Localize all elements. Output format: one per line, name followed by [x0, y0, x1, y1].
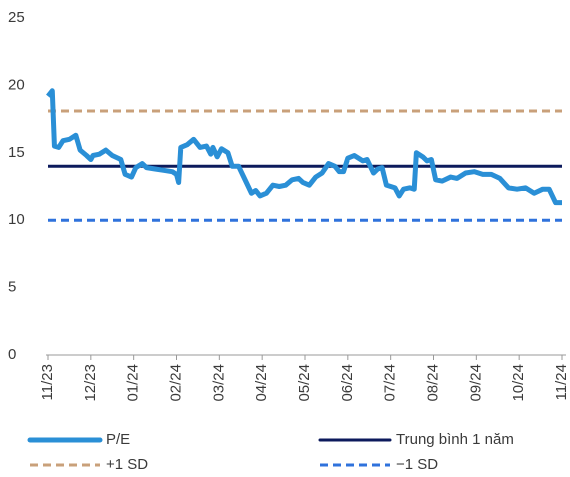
y-tick-label: 10 — [8, 211, 25, 228]
x-tick-label: 01/24 — [125, 364, 142, 402]
y-tick-label: 15 — [8, 144, 25, 161]
y-tick-label: 25 — [8, 9, 25, 26]
x-tick-label: 11/23 — [39, 364, 56, 400]
x-tick-label: 06/24 — [339, 364, 356, 402]
x-tick-label: 04/24 — [253, 364, 270, 402]
x-tick-label: 07/24 — [382, 364, 399, 402]
x-tick-label: 08/24 — [424, 364, 441, 402]
x-tick-label: 05/24 — [296, 364, 313, 402]
y-tick-label: 5 — [8, 279, 16, 296]
legend-label: Trung bình 1 năm — [396, 431, 514, 448]
legend-label: +1 SD — [106, 456, 148, 473]
y-tick-label: 20 — [8, 76, 25, 93]
x-tick-label: 03/24 — [210, 364, 227, 402]
x-tick-label: 12/23 — [82, 364, 99, 402]
series-line — [46, 88, 562, 206]
x-tick-label: 02/24 — [167, 364, 184, 402]
x-tick-label: 11/24 — [553, 364, 570, 400]
legend-label: P/E — [106, 431, 130, 448]
x-tick-label: 10/24 — [510, 364, 527, 402]
legend-label: −1 SD — [396, 456, 438, 473]
x-tick-label: 09/24 — [467, 364, 484, 402]
y-tick-label: 0 — [8, 346, 16, 363]
